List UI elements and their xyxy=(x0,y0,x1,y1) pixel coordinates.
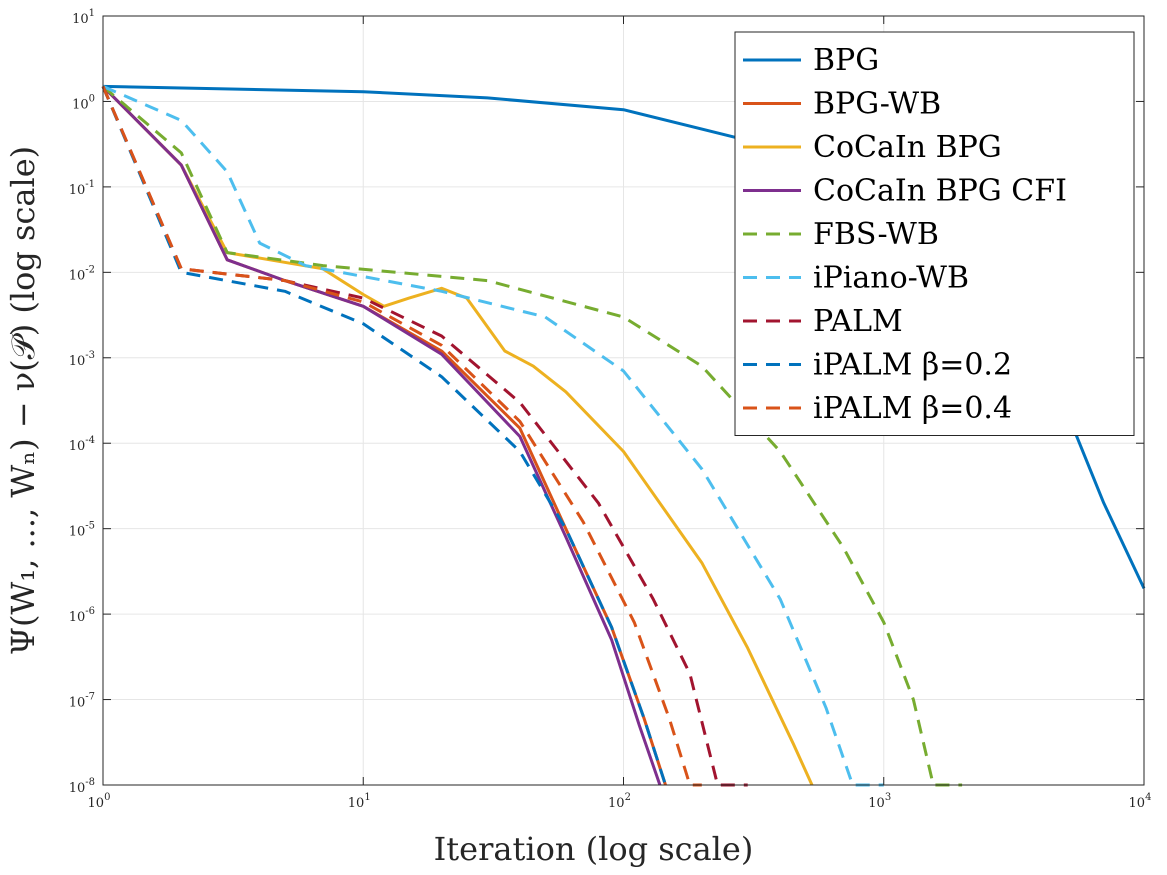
y-tick-exponent: -6 xyxy=(85,606,95,617)
y-tick-base: 10 xyxy=(69,268,86,283)
y-tick-base: 10 xyxy=(72,12,89,27)
x-tick-base: 10 xyxy=(1129,796,1146,811)
x-tick-exponent: 0 xyxy=(104,792,110,803)
y-tick-exponent: -5 xyxy=(85,521,95,532)
x-tick-exponent: 1 xyxy=(364,792,370,803)
x-tick-exponent: 2 xyxy=(625,792,631,803)
y-tick-label: 10-3 xyxy=(69,350,95,369)
y-tick-exponent: -2 xyxy=(85,264,95,275)
x-tick-base: 10 xyxy=(608,796,625,811)
x-tick-exponent: 3 xyxy=(885,792,891,803)
legend: BPG BPG-WB CoCaIn BPG CoCaIn BPG CFI FBS-WB i… xyxy=(734,31,1135,436)
series-layer xyxy=(101,84,1146,787)
series-line-2 xyxy=(101,85,814,786)
legend-label-2: CoCaIn BPG xyxy=(813,130,1002,165)
legend-label-1: BPG-WB xyxy=(813,87,941,122)
series-line-7 xyxy=(101,85,667,786)
series-line-8 xyxy=(101,85,702,787)
x-axis-label: Iteration (log scale) xyxy=(434,830,754,868)
y-tick-label: 10-1 xyxy=(69,179,95,198)
y-tick-label: 10-4 xyxy=(69,435,95,454)
y-tick-exponent: -7 xyxy=(85,692,95,703)
axis-ticks: 100 101 102 103 10410110010-110-210-310-410-… xyxy=(69,8,1152,811)
y-tick-label: 10-8 xyxy=(69,777,95,796)
series-line-3 xyxy=(101,85,662,786)
x-tick-label: 104 xyxy=(1129,792,1152,811)
y-tick-base: 10 xyxy=(69,183,86,198)
series-line-1 xyxy=(101,85,667,786)
legend-label-4: FBS-WB xyxy=(813,217,939,252)
y-tick-base: 10 xyxy=(69,525,86,540)
y-tick-base: 10 xyxy=(69,354,86,369)
legend-label-7: iPALM β=0.2 xyxy=(813,348,1012,383)
legend-label-5: iPiano-WB xyxy=(813,261,969,296)
y-tick-base: 10 xyxy=(69,610,86,625)
y-tick-label: 100 xyxy=(72,93,95,112)
y-tick-exponent: -3 xyxy=(85,350,95,361)
x-tick-base: 10 xyxy=(348,796,365,811)
legend-label-8: iPALM β=0.4 xyxy=(813,391,1012,426)
y-tick-exponent: 0 xyxy=(89,93,95,104)
series-line-4 xyxy=(102,85,963,787)
x-tick-label: 103 xyxy=(868,792,891,811)
legend-label-3: CoCaIn BPG CFI xyxy=(813,174,1067,209)
legend-box xyxy=(734,31,1135,436)
y-tick-base: 10 xyxy=(69,781,86,796)
y-tick-exponent: -8 xyxy=(85,777,95,788)
y-tick-label: 10-2 xyxy=(69,264,95,283)
x-tick-exponent: 4 xyxy=(1145,792,1151,803)
y-tick-label: 101 xyxy=(72,8,95,27)
y-axis-label: Ψ(W₁, ..., Wₙ) − ν(𝒫) (log scale) xyxy=(4,146,42,655)
y-tick-label: 10-6 xyxy=(69,606,95,625)
y-tick-exponent: -4 xyxy=(85,435,95,446)
y-tick-base: 10 xyxy=(69,696,86,711)
y-tick-label: 10-5 xyxy=(69,521,95,540)
series-line-6 xyxy=(101,85,748,787)
x-tick-label: 100 xyxy=(88,792,111,811)
x-tick-base: 10 xyxy=(88,796,105,811)
legend-label-0: BPG xyxy=(813,43,879,78)
y-tick-base: 10 xyxy=(69,439,86,454)
x-tick-label: 101 xyxy=(348,792,371,811)
y-tick-base: 10 xyxy=(72,97,89,112)
x-tick-base: 10 xyxy=(868,796,885,811)
y-tick-label: 10-7 xyxy=(69,692,95,711)
legend-label-6: PALM xyxy=(813,304,903,339)
x-tick-label: 102 xyxy=(608,792,631,811)
y-tick-exponent: -1 xyxy=(85,179,95,190)
series-line-5 xyxy=(102,85,884,787)
y-tick-exponent: 1 xyxy=(89,8,95,19)
